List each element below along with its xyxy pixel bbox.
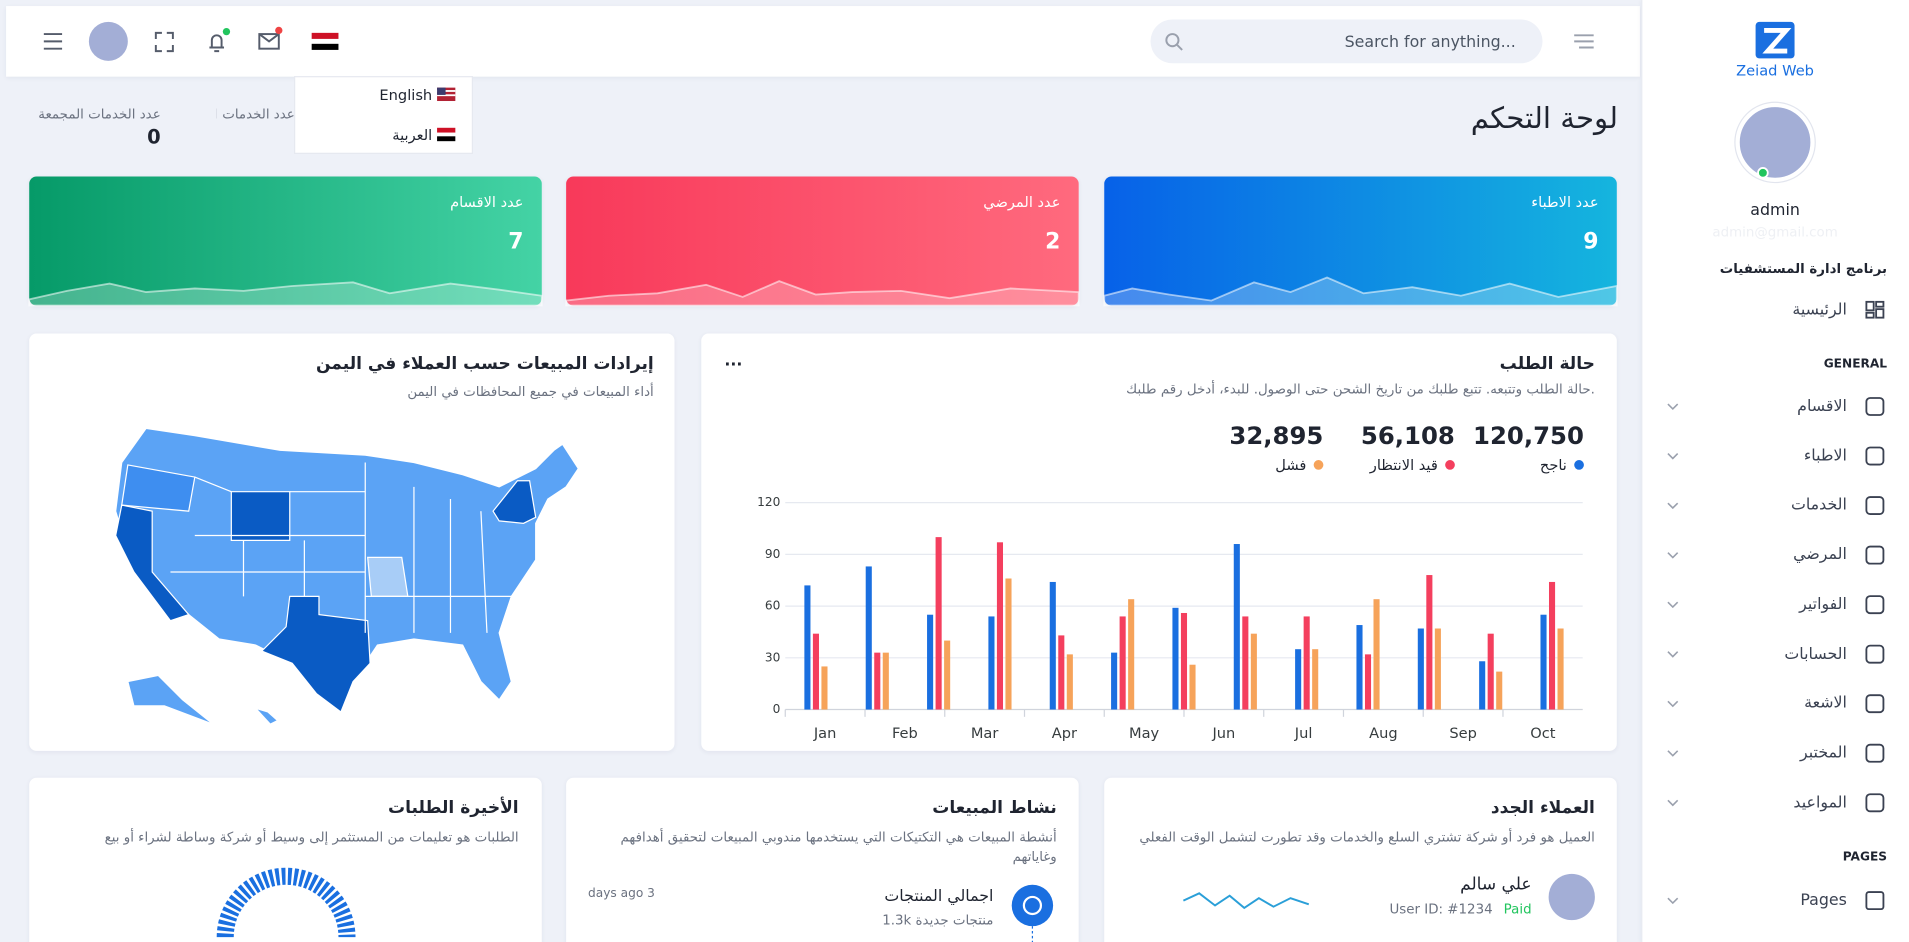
sales-activity-card: [566, 777, 1079, 942]
card-title: حالة الطلب: [1499, 354, 1595, 374]
total-value: 56,108: [1360, 421, 1455, 451]
menu-item[interactable]: الفواتير: [1799, 595, 1847, 614]
sidebar: [1641, 0, 1909, 942]
section-label: GENERAL: [1823, 357, 1888, 372]
legend-label: ناجح: [1539, 456, 1567, 474]
user-email: admin@gmail.com: [1712, 224, 1838, 241]
menu-item[interactable]: الاقسام: [1797, 397, 1847, 416]
menu-item[interactable]: Pages: [1800, 891, 1847, 910]
card-subtitle: الطلبات هو تعليمات من المستثمر إلى وسيط …: [104, 829, 519, 846]
card-label: عدد المرضي: [983, 193, 1061, 211]
more-button: ...: [724, 352, 743, 371]
flag[interactable]: [437, 127, 456, 142]
card-title: العملاء الجدد: [1490, 798, 1595, 818]
card-subtitle: وغاياتهم: [1012, 848, 1057, 865]
card-value: 2: [1045, 228, 1061, 255]
brand-name: Zeiad Web: [1736, 62, 1814, 80]
user-name: admin: [1750, 201, 1800, 220]
menu-item[interactable]: المواعيد: [1793, 793, 1847, 812]
customer-name: علي سالم: [1460, 875, 1532, 895]
stat-label: عدد الخدمات المجمعة: [38, 106, 161, 123]
card-title: إيرادات المبيعات حسب العملاء في اليمن: [315, 354, 654, 374]
new-customers-card: [1104, 777, 1617, 942]
stat-label: عدد الخدمات المفردة: [217, 107, 295, 122]
customer-status: Paid: [1503, 901, 1532, 918]
card-title: نشاط المبيعات: [932, 798, 1057, 818]
activity-title: اجمالي المنتجات: [884, 887, 994, 907]
stat-value: 0: [147, 125, 161, 149]
language-option: English: [379, 86, 433, 104]
card-subtitle: العميل هو فرد أو شركة تشتري السلع والخدم…: [1139, 829, 1595, 846]
legend-label: فشل: [1275, 456, 1307, 474]
customer-id: User ID: #1234: [1389, 901, 1493, 918]
app-name: برنامج ادارة المستشفيات: [1719, 261, 1888, 277]
page-title: لوحة التحكم: [1470, 101, 1619, 136]
total-value: 120,750: [1473, 421, 1584, 451]
flag[interactable]: [437, 87, 456, 102]
language-option: العربية: [392, 126, 433, 144]
activity-detail: 1.3k منتجات جديدة: [882, 912, 994, 929]
menu-item[interactable]: المرضي: [1793, 545, 1847, 565]
card-title: الأخيرة الطلبات: [387, 798, 519, 818]
activity-time: days ago 3: [588, 887, 655, 901]
card-label: عدد الاطباء: [1531, 193, 1599, 211]
card-subtitle: أداء المبيعات في جميع المحافظات في اليمن: [407, 383, 654, 400]
menu-item[interactable]: الخدمات: [1790, 496, 1847, 515]
legend-label: قيد الانتظار: [1369, 456, 1438, 474]
search-box[interactable]: [1150, 19, 1543, 64]
card-value: 7: [508, 228, 524, 255]
menu-item[interactable]: الاطباء: [1803, 446, 1847, 466]
menu-item[interactable]: الحسابات: [1784, 645, 1847, 664]
menu-item: الرئيسية: [1792, 301, 1847, 320]
card-subtitle: أنشطة المبيعات هي التكتيكات التي يستخدمه…: [620, 829, 1057, 846]
order-status-card: [701, 333, 1617, 751]
menu-item[interactable]: المختبر: [1800, 744, 1847, 763]
card-value: 9: [1583, 228, 1599, 255]
card-subtitle: حالة الطلب وتتبعه. تتبع طلبك من تاريخ ال…: [1126, 381, 1595, 398]
total-value: 32,895: [1229, 421, 1324, 451]
search-input: Search for anything...: [1344, 33, 1516, 52]
section-label: PAGES: [1842, 850, 1888, 865]
card-label: عدد الاقسام: [450, 193, 524, 211]
menu-item[interactable]: الاشعة: [1804, 694, 1847, 713]
